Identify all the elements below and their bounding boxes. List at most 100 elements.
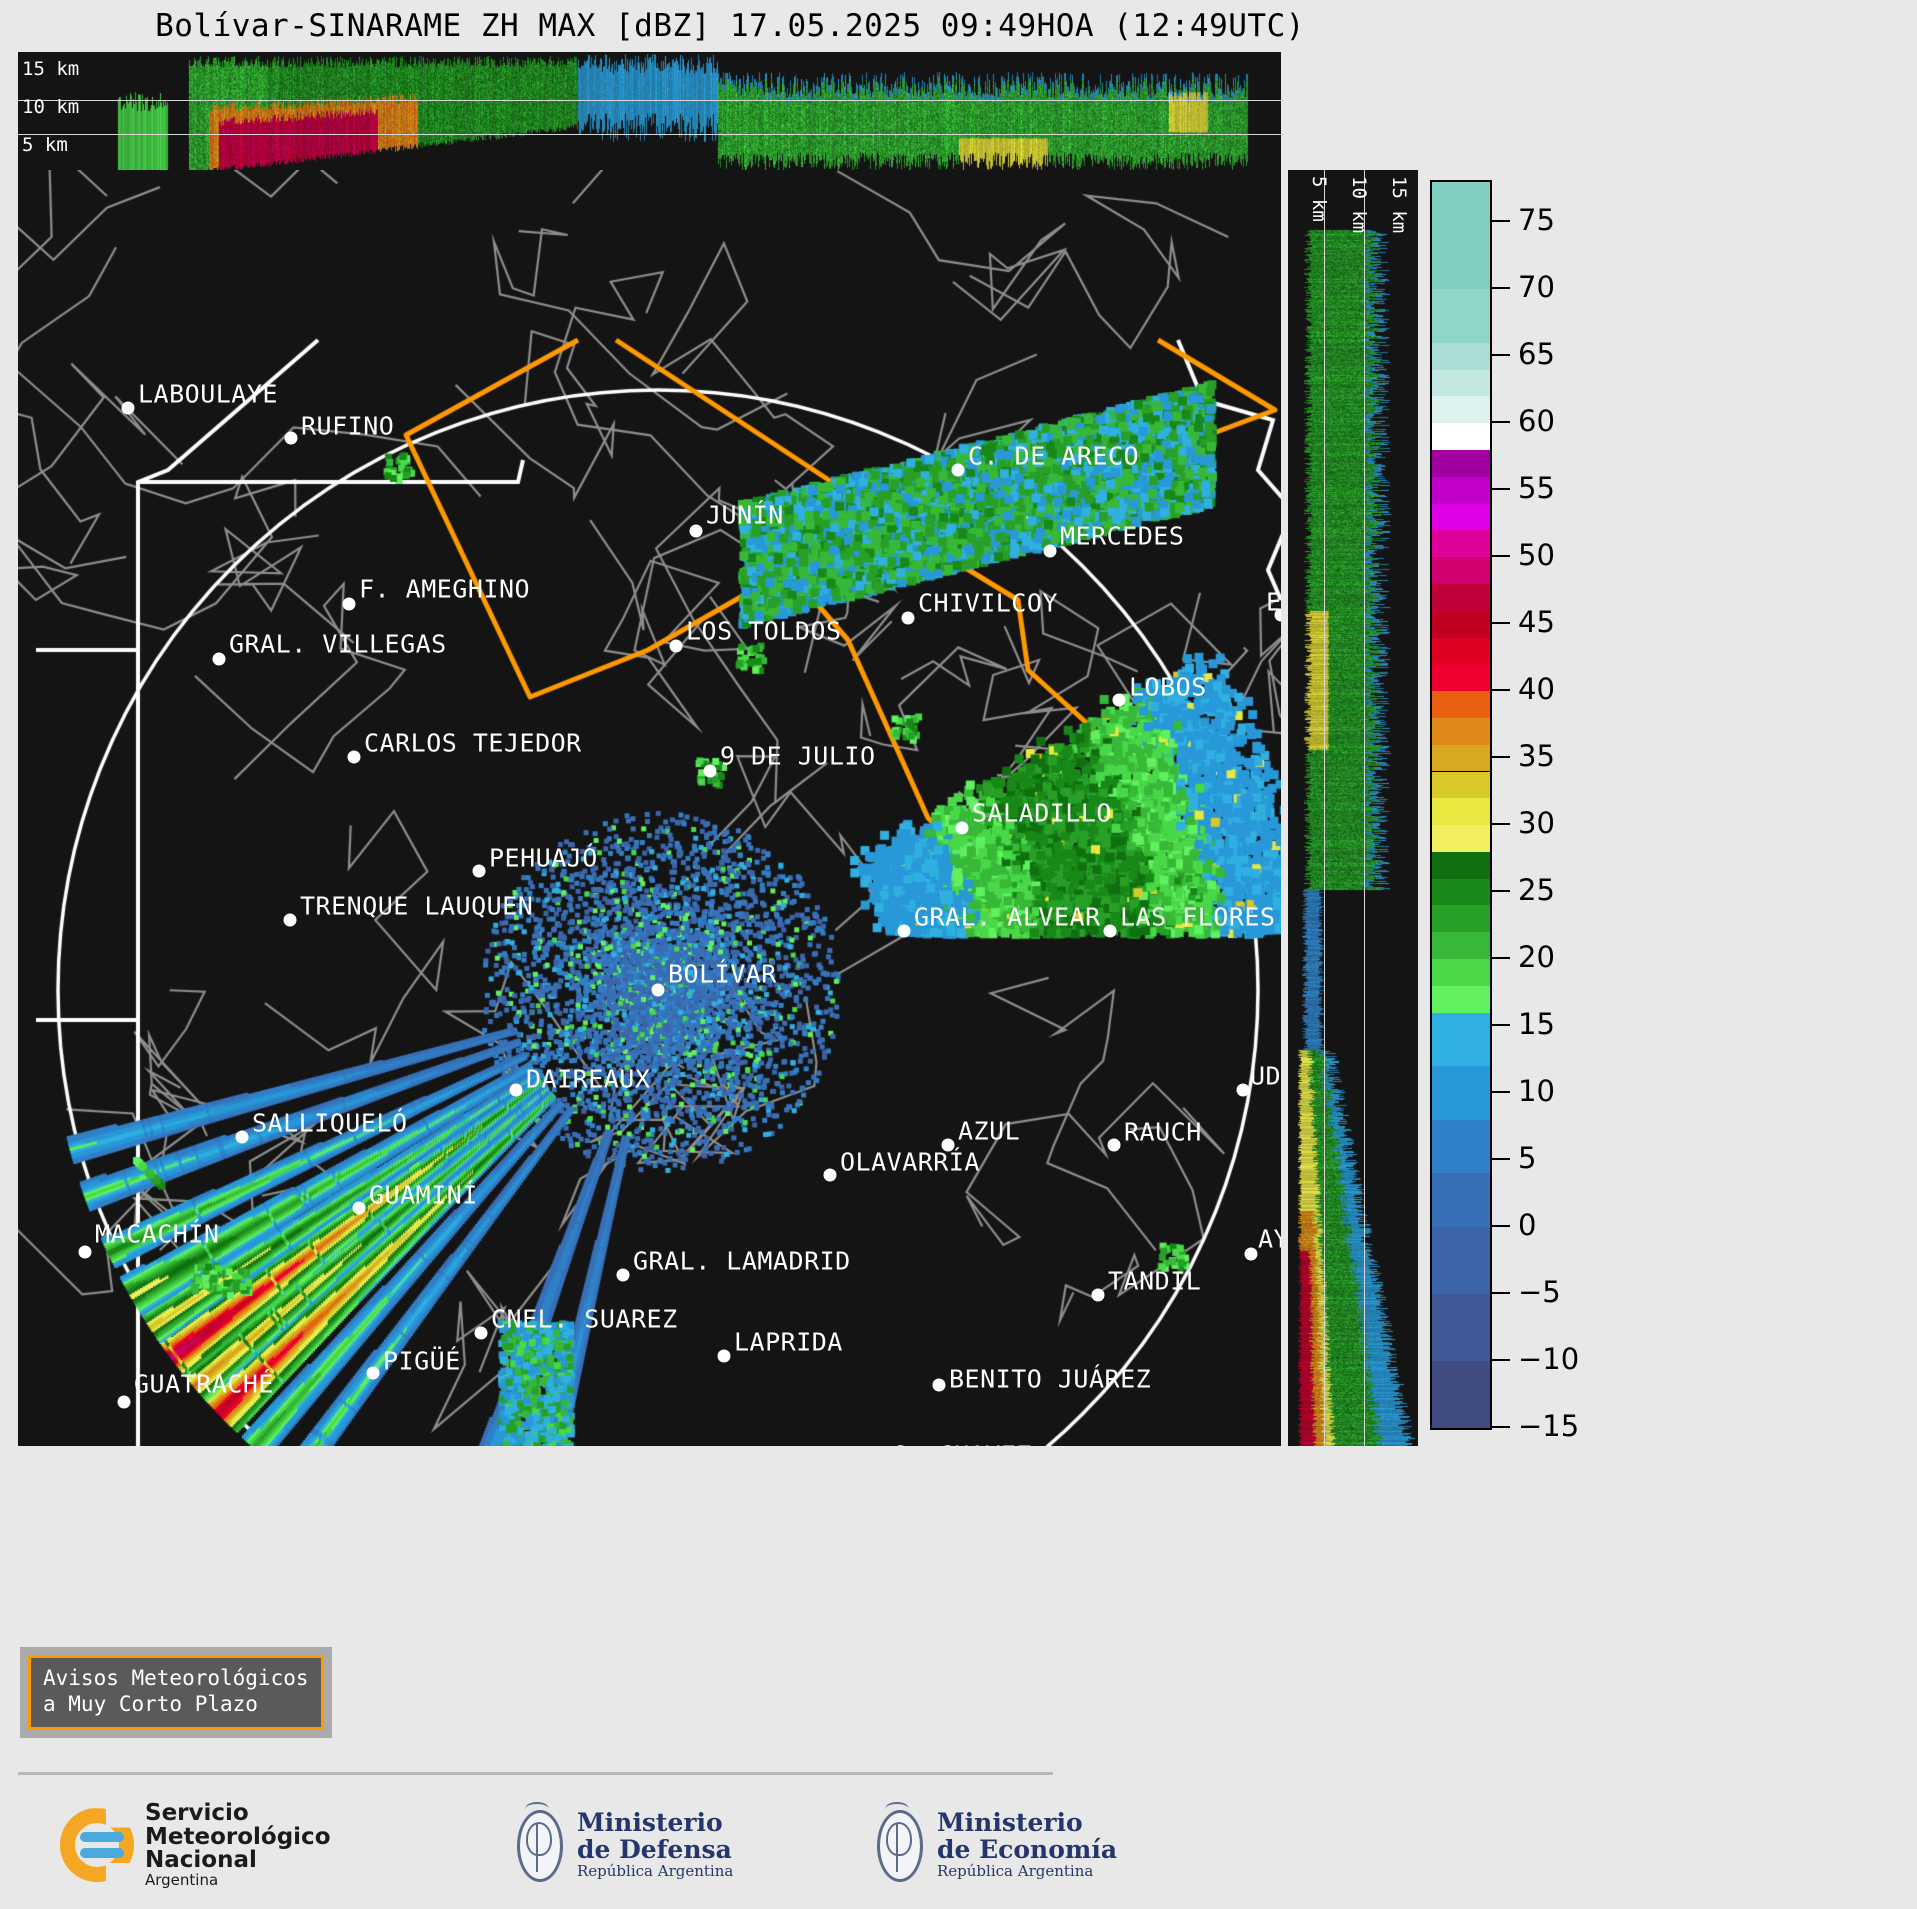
city-marker-dot bbox=[951, 463, 965, 477]
right-cross-section-panel: 5 km 10 km 15 km bbox=[1288, 170, 1418, 1446]
defensa-line-1: Ministerio bbox=[577, 1807, 723, 1837]
city-label: GUAMINÍ bbox=[369, 1180, 478, 1210]
colorbar-tick-label: 55 bbox=[1518, 471, 1555, 506]
colorbar-tick-label: 45 bbox=[1518, 605, 1555, 640]
city-label: GRAL. ALVEAR bbox=[914, 902, 1101, 932]
xsec-gridline-5km bbox=[18, 134, 1281, 135]
city-marker-dot bbox=[509, 1083, 523, 1097]
colorbar-segment bbox=[1432, 1227, 1490, 1295]
city-marker-dot bbox=[1043, 544, 1057, 558]
city-label: PIGÜÉ bbox=[383, 1346, 461, 1376]
colorbar-segment bbox=[1432, 476, 1490, 504]
city-marker-dot bbox=[651, 983, 665, 997]
city-marker-dot bbox=[703, 764, 717, 778]
city-marker-dot bbox=[212, 652, 226, 666]
city-label: BENITO JUÁREZ bbox=[949, 1364, 1152, 1394]
xsec-label-10km: 10 km bbox=[22, 96, 80, 118]
city-label: RUFINO bbox=[301, 411, 395, 441]
colorbar-tick-label: 75 bbox=[1518, 203, 1555, 238]
colorbar-segment bbox=[1432, 396, 1490, 424]
city-label: GUATRACHÉ bbox=[134, 1369, 274, 1399]
city-label: JUNÍN bbox=[706, 500, 784, 530]
colorbar-tick bbox=[1492, 689, 1510, 692]
colorbar-tick bbox=[1492, 1359, 1510, 1361]
city-marker-dot bbox=[901, 611, 915, 625]
city-label: PEHUAJÓ bbox=[489, 843, 598, 873]
city-label: CARLOS TEJEDOR bbox=[364, 728, 582, 758]
colorbar-tick-label: 60 bbox=[1518, 404, 1555, 439]
rx-gridline-5km bbox=[1324, 170, 1325, 1446]
colorbar-segment bbox=[1432, 932, 1490, 960]
colorbar-segment bbox=[1432, 1294, 1490, 1361]
city-label: LAPRIDA bbox=[734, 1327, 843, 1357]
top-cross-section-panel: 15 km 10 km 5 km bbox=[18, 52, 1281, 170]
city-marker-dot bbox=[616, 1268, 630, 1282]
colorbar bbox=[1430, 180, 1492, 1430]
colorbar-tick bbox=[1492, 1426, 1510, 1428]
city-label: TRENQUE LAUQUEN bbox=[300, 891, 534, 921]
colorbar-tick bbox=[1492, 1292, 1510, 1295]
colorbar-segment bbox=[1432, 557, 1490, 584]
colorbar-segment bbox=[1432, 1066, 1490, 1120]
city-label: LABOULAYE bbox=[138, 379, 278, 409]
city-label: C. DE ARECO bbox=[968, 441, 1140, 471]
city-label: CNEL. SUAREZ bbox=[491, 1304, 678, 1334]
city-marker-dot bbox=[955, 821, 969, 835]
colorbar-segment bbox=[1432, 771, 1490, 799]
radar-map-panel[interactable]: LABOULAYE RUFINO JUNÍN F. AMEGHINO GRAL. VIL… bbox=[18, 170, 1281, 1446]
page-title: Bolívar-SINARAME ZH MAX [dBZ] 17.05.2025… bbox=[155, 8, 1305, 44]
colorbar-segment bbox=[1432, 691, 1490, 718]
city-marker-dot bbox=[897, 924, 911, 938]
city-label: CHIVILCOY bbox=[918, 588, 1058, 618]
city-marker-dot bbox=[1091, 1288, 1105, 1302]
economia-line-2: de Economía bbox=[937, 1834, 1118, 1864]
city-label: LOS TOLDOS bbox=[686, 616, 842, 646]
city-marker-dot bbox=[932, 1378, 946, 1392]
colorbar-segment bbox=[1432, 235, 1490, 290]
city-marker-dot bbox=[121, 401, 135, 415]
xsec-label-5km: 5 km bbox=[22, 134, 68, 156]
city-label: BOLÍVAR bbox=[668, 959, 777, 989]
economia-subtitle: República Argentina bbox=[937, 1861, 1094, 1880]
colorbar-tick-label: 15 bbox=[1518, 1007, 1555, 1042]
city-marker-dot bbox=[941, 1138, 955, 1152]
city-label: LAS FLORES bbox=[1120, 902, 1276, 932]
colorbar-tick bbox=[1492, 622, 1510, 625]
rx-gridline-10km bbox=[1364, 170, 1365, 1446]
avisos-line-2: a Muy Corto Plazo bbox=[43, 1692, 258, 1717]
colorbar-tick bbox=[1492, 890, 1510, 893]
colorbar-tick-label: 25 bbox=[1518, 873, 1555, 908]
city-marker-dot bbox=[474, 1326, 488, 1340]
city-label: 9 DE JULIO bbox=[720, 741, 876, 771]
city-marker-dot bbox=[342, 597, 356, 611]
city-marker-dot bbox=[472, 864, 486, 878]
city-label: SALLIQUELÓ bbox=[252, 1108, 408, 1138]
colorbar-tick-label: −10 bbox=[1518, 1342, 1580, 1376]
avisos-line-1: Avisos Meteorológicos bbox=[43, 1666, 309, 1690]
rx-label-15km: 15 km bbox=[1388, 176, 1410, 234]
logo-ministerio-de-defensa: Ministerio de Defensa República Argentin… bbox=[510, 1802, 733, 1886]
colorbar-segment bbox=[1432, 423, 1490, 450]
colorbar-tick bbox=[1492, 354, 1510, 357]
colorbar-segment bbox=[1432, 530, 1490, 558]
colorbar-segment bbox=[1432, 289, 1490, 343]
colorbar-tick-label: 0 bbox=[1518, 1208, 1537, 1243]
city-marker-dot bbox=[283, 913, 297, 927]
city-marker-dot bbox=[669, 639, 683, 653]
logo-servicio-meteorologico-nacional: Servicio Meteorológico Nacional Argentin… bbox=[60, 1801, 331, 1890]
defensa-line-2: de Defensa bbox=[577, 1834, 732, 1864]
city-label: AZUL bbox=[958, 1116, 1021, 1146]
city-marker-dot bbox=[1103, 924, 1117, 938]
city-marker-dot bbox=[1274, 608, 1281, 622]
city-marker-dot bbox=[689, 524, 703, 538]
colorbar-segment bbox=[1432, 851, 1490, 879]
city-label: G. CHAVEZ bbox=[892, 1441, 1032, 1447]
argentina-coat-of-arms-icon bbox=[510, 1802, 564, 1886]
city-label: SALADILLO bbox=[972, 798, 1112, 828]
city-label: AYA bbox=[1258, 1224, 1281, 1254]
city-marker-dot bbox=[823, 1168, 837, 1182]
colorbar-tick bbox=[1492, 1024, 1510, 1027]
smn-subtitle: Argentina bbox=[145, 1871, 219, 1890]
city-marker-dot bbox=[78, 1245, 92, 1259]
colorbar-tick bbox=[1492, 488, 1510, 491]
